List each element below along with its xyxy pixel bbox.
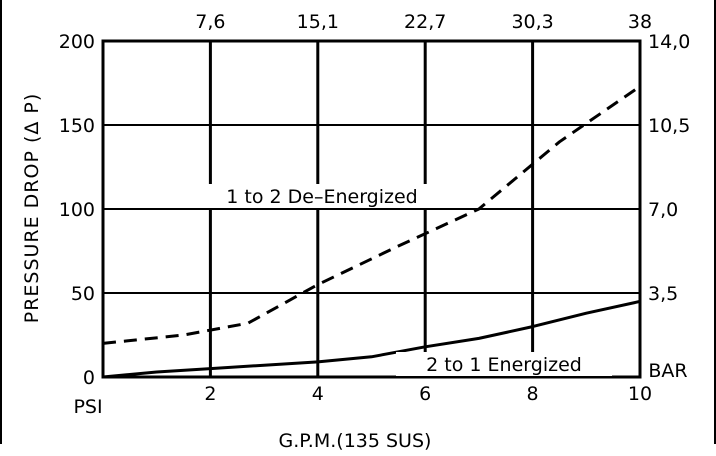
x2-tick-label: 7,6	[195, 11, 225, 33]
y-tick-label: 200	[59, 31, 95, 53]
plot-border	[101, 39, 642, 379]
y-tick-label: 150	[59, 115, 95, 137]
frame-border-left	[0, 0, 2, 444]
x-tick-label: 8	[527, 383, 539, 405]
y-axis-title: PRESSURE DROP (Δ P)	[21, 93, 43, 324]
x2-tick-label: 30,3	[511, 11, 553, 33]
grid-layer	[101, 39, 642, 379]
x-tick-label: 10	[628, 383, 652, 405]
series-line-energized	[102, 299, 641, 379]
y2-tick-label: 10,5	[648, 115, 690, 137]
series-layer	[102, 85, 641, 379]
y2-tick-label: 3,5	[648, 283, 678, 305]
frame-border-right	[714, 0, 716, 444]
legend-bg-energized	[396, 352, 612, 376]
x-tick-label: 4	[312, 383, 324, 405]
legend-deenergized: 1 to 2 De–Energized	[226, 186, 417, 208]
y-tick-label: 0	[83, 367, 95, 389]
right-unit-label: BAR	[648, 360, 687, 382]
x2-tick-label: 15,1	[297, 11, 339, 33]
label-layer: PRESSURE DROP (Δ P) G.P.M.(135 SUS) PSI …	[21, 11, 690, 452]
left-unit-label: PSI	[73, 396, 102, 418]
x-tick-label: 6	[419, 383, 431, 405]
y-tick-label: 100	[59, 199, 95, 221]
x-tick-label: 2	[204, 383, 216, 405]
legend-energized: 2 to 1 Energized	[426, 354, 582, 376]
y2-tick-label: 7,0	[648, 199, 678, 221]
y-tick-label: 50	[71, 283, 95, 305]
legend-bg-deenergized	[194, 184, 450, 208]
series-line-deenergized	[102, 85, 641, 345]
x2-tick-label: 22,7	[404, 11, 446, 33]
x2-tick-label: 38	[628, 11, 652, 33]
y2-tick-label: 14,0	[648, 31, 690, 53]
x-axis-title: G.P.M.(135 SUS)	[279, 430, 432, 452]
